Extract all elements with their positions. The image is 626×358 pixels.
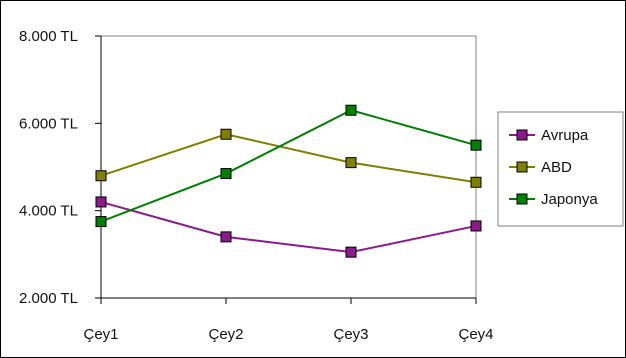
data-point-marker [220,128,232,140]
data-point-marker [345,104,357,116]
x-tick-label: Çey1 [83,326,118,343]
data-point-marker [345,157,357,169]
legend-label: Avrupa [541,127,589,144]
series-abd [95,128,482,188]
data-point-marker [95,196,107,208]
y-tick-label: 4.000 TL [19,203,78,220]
legend-label: ABD [541,159,572,176]
data-point-marker [220,231,232,243]
legend: Avrupa ABD Japonya [497,111,624,227]
y-axis-ticks: 2.000 TL 4.000 TL 6.000 TL 8.000 TL [19,28,101,307]
series-line [100,200,477,254]
data-point-marker [220,168,232,180]
legend-marker-swatch [516,129,528,141]
legend-marker-swatch [516,161,528,173]
plot-area [100,35,477,299]
legend-marker-swatch [516,193,528,205]
legend-item-avrupa: Avrupa [509,127,589,144]
series-layer [95,104,482,258]
legend-item-abd: ABD [509,159,572,176]
x-tick-label: Çey2 [208,326,243,343]
y-tick-label: 8.000 TL [19,28,78,45]
legend-item-japonya: Japonya [509,191,598,208]
series-japonya [95,104,482,228]
y-tick-label: 2.000 TL [19,290,78,307]
data-point-marker [470,220,482,232]
series-avrupa [95,196,482,258]
data-point-marker [470,176,482,188]
x-tick-label: Çey4 [458,326,493,343]
y-tick-label: 6.000 TL [19,115,78,132]
series-line [100,109,477,223]
series-line [100,133,477,184]
x-axis-ticks: Çey1 Çey2 Çey3 Çey4 [83,298,494,343]
data-point-marker [470,139,482,151]
data-point-marker [95,216,107,228]
data-point-marker [345,246,357,258]
x-tick-label: Çey3 [333,326,368,343]
legend-label: Japonya [541,191,598,208]
data-point-marker [95,170,107,182]
